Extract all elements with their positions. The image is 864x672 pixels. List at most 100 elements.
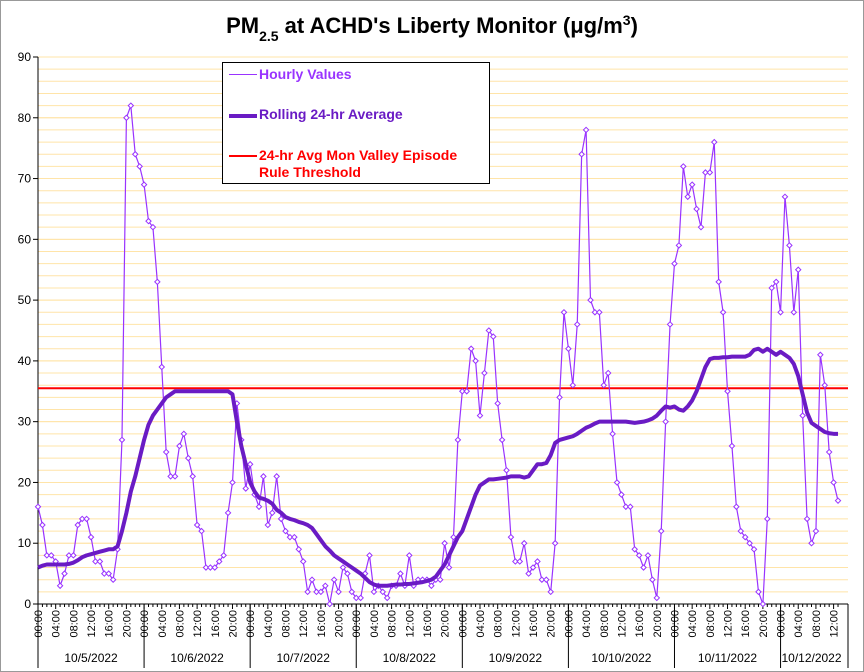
marker [78,515,86,523]
x-tick-label: 20:00 [758,610,770,638]
y-tick-label: 80 [18,111,32,125]
marker [65,552,73,559]
marker [693,205,700,213]
marker [772,278,780,286]
y-tick-label: 0 [24,597,31,611]
marker [600,381,608,389]
marker [472,357,479,365]
marker [313,588,320,596]
x-group-label: 10/10/2022 [591,651,651,665]
x-tick-label: 00:00 [669,610,681,638]
x-tick-label: 00:00 [563,610,575,638]
marker [702,169,709,176]
marker [680,163,687,170]
marker [565,345,572,353]
marker [304,588,311,596]
marker [609,430,616,438]
x-tick-label: 12:00 [616,610,628,638]
x-tick-label: 12:00 [404,610,416,638]
x-tick-label: 12:00 [510,610,522,638]
legend-swatch [229,114,257,118]
marker [100,570,108,577]
x-tick-label: 08:00 [281,610,293,638]
marker [534,558,541,565]
marker [825,448,833,456]
legend-swatch [229,155,257,157]
legend-text: Hourly Values [259,66,352,82]
marker [370,588,378,596]
marker [587,296,594,304]
marker [578,150,585,158]
marker [154,278,161,286]
marker [87,533,95,541]
marker [397,570,404,577]
marker [790,308,798,316]
x-tick-label: 12:00 [829,610,841,638]
x-tick-label: 20:00 [546,610,558,638]
marker [123,114,130,122]
marker [61,570,68,577]
marker [299,558,307,565]
marker [618,491,625,498]
x-tick-label: 16:00 [104,610,116,638]
marker [626,503,634,511]
marker [295,545,303,553]
marker [498,436,506,444]
marker [47,552,55,559]
marker [428,582,435,590]
marker [326,600,334,608]
marker [494,400,501,407]
x-tick-label: 04:00 [263,610,275,638]
x-tick-label: 16:00 [634,610,646,638]
marker [450,533,457,541]
x-group-label: 10/9/2022 [489,651,543,665]
title-part: at ACHD's Liberty Monitor (μg/m [279,13,623,38]
marker [158,363,166,371]
marker [719,308,727,316]
marker [131,150,139,158]
marker [459,387,466,395]
y-tick-label: 50 [18,293,32,307]
marker [684,193,692,201]
marker [640,564,647,571]
marker [70,552,77,559]
marker [582,126,590,134]
marker [330,576,338,583]
marker [242,485,250,492]
marker [781,193,789,201]
x-tick-label: 04:00 [475,610,487,638]
x-tick-label: 00:00 [457,610,469,638]
marker [145,217,152,225]
marker [255,503,263,511]
x-group-label: 10/6/2022 [170,651,224,665]
x-tick-label: 08:00 [387,610,399,638]
marker [728,442,736,450]
marker [136,163,143,170]
marker [189,473,197,480]
x-tick-label: 12:00 [86,610,98,638]
x-tick-label: 00:00 [776,610,788,638]
marker [246,460,254,468]
title-part: PM [226,13,259,38]
marker [39,521,46,529]
marker [211,564,219,571]
chart-title: PM2.5 at ACHD's Liberty Monitor (μg/m3) [226,12,638,44]
marker [591,308,599,316]
marker [763,515,771,523]
x-tick-label: 08:00 [174,610,186,638]
x-group-label: 10/5/2022 [64,651,118,665]
y-tick-label: 40 [18,354,32,368]
x-group-label: 10/12/2022 [781,651,841,665]
marker [834,497,842,504]
marker [171,473,179,480]
y-tick-label: 70 [18,172,32,186]
title-part: 2.5 [259,28,279,44]
marker [383,594,391,602]
x-group-label: 10/11/2022 [698,651,757,665]
marker [74,521,82,529]
marker [405,552,413,559]
x-tick-label: 20:00 [334,610,346,638]
marker [631,545,639,553]
marker [525,570,532,577]
